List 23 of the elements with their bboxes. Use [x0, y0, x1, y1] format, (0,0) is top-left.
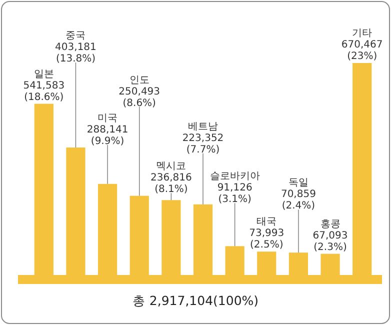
x-tick-label: 미국 [98, 112, 118, 124]
text: 총 2,917,104(100%) [132, 293, 259, 308]
x-tick-label: 인도 [129, 74, 150, 86]
data-label: 250,493 (8.6%) [118, 86, 160, 109]
x-tick-label: 기타 [352, 28, 372, 39]
x-tick-label: 홍콩 [320, 218, 340, 230]
data-label: 403,181 (13.8%) [55, 42, 96, 65]
data-label: 670,467 (23%) [341, 40, 383, 62]
x-tick-label: 독일 [288, 178, 308, 189]
data-label: 73,993 (2.5%) [249, 228, 284, 251]
x-tick-label: 베트남 [188, 121, 218, 132]
x-tick-label: 일본 [34, 68, 54, 80]
data-label: 67,093 (2.3%) [312, 230, 348, 253]
data-label: 236,816 (8.1%) [150, 172, 192, 196]
data-label: 70,859 (2.4%) [280, 189, 316, 212]
x-tick-label: 슬로바키아 [210, 171, 260, 182]
x-tick-label: 중국 [66, 30, 86, 42]
x-tick-label: 멕시코 [156, 161, 186, 172]
data-label: 91,126 (3.1%) [217, 182, 252, 206]
data-label: 223,352 (7.7%) [182, 132, 224, 156]
data-label: 541,583 (18.6%) [23, 80, 65, 103]
data-label: 288,141 (9.9%) [86, 124, 128, 147]
x-tick-label: 태국 [256, 216, 277, 228]
